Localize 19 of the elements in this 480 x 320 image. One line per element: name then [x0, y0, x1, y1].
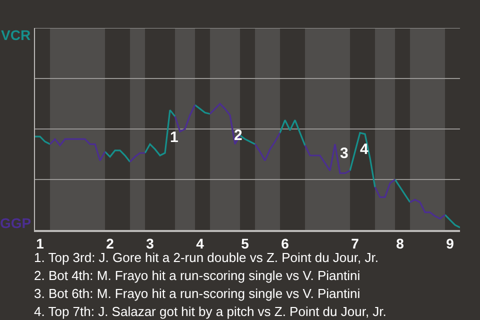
text: 1. Top 3rd: J. Gore hit a 2-run double vs Z. Point du Jour, Jr. [34, 250, 378, 265]
text: 3. Bot 6th: M. Frayo hit a run-scoring single vs V. Piantini [34, 286, 360, 301]
text: 2. Bot 4th: M. Frayo hit a run-scoring single vs V. Piantini [34, 268, 360, 283]
text: GGP [0, 215, 32, 231]
x-tick-label: 2 [106, 236, 114, 252]
text: 4. Top 7th: J. Salazar got hit by a pitch vs Z. Point du Jour, Jr. [34, 304, 386, 319]
annotation: 1 [170, 129, 178, 146]
x-tick-label: 6 [281, 236, 290, 252]
x-tick-label: 4 [196, 236, 204, 252]
x-tick-label: 1 [36, 236, 44, 252]
x-tick-label: 9 [446, 236, 454, 252]
annotation: 3 [340, 145, 348, 162]
text: VCR [1, 27, 31, 43]
x-tick-label: 3 [146, 236, 154, 252]
x-tick-label: 7 [351, 236, 360, 252]
annotation: 2 [234, 127, 242, 144]
annotation: 4 [360, 141, 369, 158]
x-tick-label: 8 [396, 236, 404, 252]
x-tick-label: 5 [241, 236, 250, 252]
